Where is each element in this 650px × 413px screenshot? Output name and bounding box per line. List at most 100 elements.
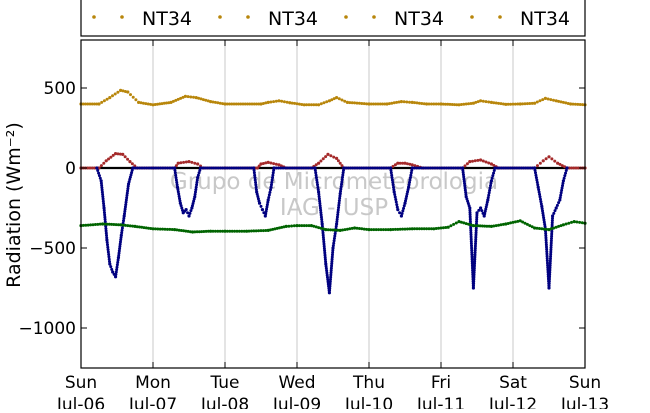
data-point: [343, 228, 347, 232]
data-point: [405, 227, 409, 231]
data-point: [513, 102, 517, 106]
data-point: [213, 229, 217, 233]
data-point: [242, 229, 246, 233]
data-point: [174, 164, 178, 168]
data-point: [377, 166, 381, 170]
x-tick-label-date: Jul-13: [560, 395, 609, 409]
data-point: [350, 101, 354, 105]
data-point: [537, 227, 541, 231]
data-point: [401, 227, 405, 231]
data-point: [348, 166, 352, 170]
data-point: [489, 181, 493, 185]
data-point: [182, 229, 186, 233]
data-point: [336, 213, 340, 217]
data-point: [534, 173, 538, 177]
data-point: [295, 102, 299, 106]
data-point: [174, 176, 178, 180]
data-point: [559, 100, 563, 104]
data-point: [470, 246, 474, 250]
data-point: [123, 207, 127, 211]
data-point: [393, 163, 397, 167]
data-point: [427, 102, 431, 106]
data-point: [184, 160, 188, 164]
data-point: [118, 242, 122, 246]
data-point: [348, 227, 352, 231]
data-point: [161, 227, 165, 231]
data-point: [295, 166, 299, 170]
data-point: [336, 228, 340, 232]
data-point: [219, 166, 222, 170]
data-point: [280, 99, 284, 103]
data-point: [271, 227, 275, 231]
data-point: [483, 209, 487, 213]
data-point: [439, 226, 443, 230]
data-point: [114, 272, 118, 276]
data-point: [474, 237, 478, 241]
data-point: [536, 183, 540, 187]
data-point: [558, 198, 562, 202]
data-point: [128, 177, 132, 181]
data-point: [340, 98, 344, 102]
data-point: [549, 248, 553, 252]
data-point: [261, 229, 265, 233]
data-point: [120, 226, 124, 230]
data-point: [119, 88, 123, 92]
data-point: [174, 173, 178, 177]
data-point: [461, 170, 465, 174]
data-point: [355, 166, 359, 170]
data-point: [497, 101, 501, 105]
data-point: [471, 286, 475, 290]
data-point: [307, 103, 311, 107]
data-point: [230, 102, 234, 106]
data-point: [103, 215, 107, 219]
data-point: [410, 227, 414, 231]
data-point: [572, 166, 576, 170]
data-point: [178, 197, 182, 201]
data-point: [194, 185, 198, 189]
data-point: [196, 173, 200, 177]
data-point: [535, 164, 539, 168]
data-point: [133, 224, 137, 228]
data-point: [265, 203, 269, 207]
data-point: [385, 102, 389, 106]
data-point: [404, 197, 408, 201]
data-point: [357, 166, 361, 170]
data-point: [447, 166, 451, 170]
data-point: [545, 252, 549, 256]
data-point: [422, 102, 426, 106]
data-point: [477, 208, 481, 212]
data-point: [314, 173, 318, 177]
data-point: [558, 162, 562, 166]
data-point: [389, 166, 393, 170]
data-point: [528, 101, 532, 105]
data-point: [257, 229, 261, 233]
data-point: [538, 192, 542, 196]
data-point: [332, 236, 336, 240]
data-point: [452, 222, 456, 226]
data-point: [205, 166, 209, 170]
data-point: [322, 238, 326, 242]
data-point: [544, 243, 548, 247]
data-point: [372, 102, 375, 106]
data-point: [387, 102, 391, 106]
data-point: [328, 289, 332, 293]
data-point: [118, 244, 122, 248]
data-point: [102, 161, 106, 165]
data-point: [106, 245, 110, 249]
data-point: [145, 166, 149, 170]
data-point: [302, 224, 306, 228]
data-point: [502, 166, 506, 170]
data-point: [323, 251, 327, 255]
data-point: [398, 227, 402, 231]
data-point: [469, 237, 473, 241]
data-point: [469, 233, 473, 237]
data-point: [318, 206, 322, 210]
data-point: [308, 166, 312, 170]
data-point: [328, 277, 332, 281]
data-point: [194, 188, 198, 192]
data-point: [153, 227, 157, 231]
data-point: [86, 223, 90, 227]
data-point: [468, 210, 472, 214]
data-point: [86, 102, 90, 106]
data-point: [469, 228, 473, 232]
